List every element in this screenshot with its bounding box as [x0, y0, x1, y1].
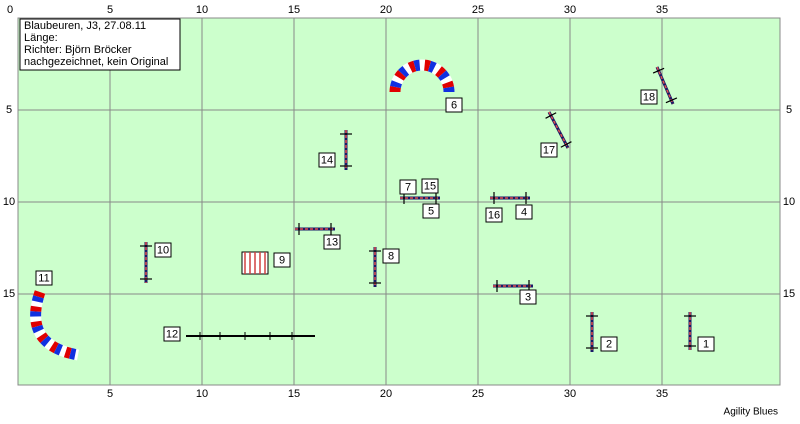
- obstacle-box: [421, 178, 439, 194]
- y-label-right: 10: [783, 196, 795, 208]
- info-line: Blaubeuren, J3, 27.08.11: [24, 20, 146, 32]
- obstacle-box: [35, 270, 53, 286]
- obstacle-number: 17: [543, 144, 555, 156]
- x-label-top: 30: [564, 4, 576, 16]
- obstacle-number: 8: [388, 250, 394, 262]
- obstacle-number: 4: [521, 206, 527, 218]
- jump-wing: [545, 112, 557, 119]
- info-box: [19, 18, 181, 71]
- x-label-bottom: 25: [472, 388, 484, 400]
- obstacle-box: [600, 336, 618, 352]
- x-label-bottom: 20: [380, 388, 392, 400]
- info-line: Länge:: [24, 32, 58, 44]
- obstacle-number: 9: [279, 254, 285, 266]
- x-label-bottom: 35: [656, 388, 668, 400]
- obstacle-box: [323, 234, 341, 250]
- jump-wing: [665, 97, 678, 104]
- jump-wing: [560, 141, 572, 148]
- obstacle-number: 1: [703, 338, 709, 350]
- obstacle-number: 16: [488, 209, 500, 221]
- info-line: Richter: Björn Bröcker: [24, 44, 132, 56]
- jump-stripe: [656, 66, 674, 105]
- x-label-top: 0: [7, 4, 13, 16]
- footer: Agility Blues: [724, 407, 778, 418]
- x-label-bottom: 30: [564, 388, 576, 400]
- obstacle-number: 15: [424, 180, 436, 192]
- obstacle-number: 3: [525, 291, 531, 303]
- x-label-bottom: 10: [196, 388, 208, 400]
- tunnel-red: [30, 290, 80, 361]
- obstacle-box: [422, 203, 440, 219]
- x-label-top: 20: [380, 4, 392, 16]
- obstacle-number: 11: [38, 272, 49, 284]
- obstacle-number: 5: [428, 205, 434, 217]
- obstacle-box: [154, 242, 172, 258]
- info-line: nachgezeichnet, kein Original: [24, 56, 168, 68]
- x-label-top: 25: [472, 4, 484, 16]
- x-label-top: 35: [656, 4, 668, 16]
- obstacle-box: [318, 152, 336, 168]
- obstacle-box: [485, 207, 503, 223]
- obstacle-box: [515, 204, 533, 220]
- jump-stripe: [548, 111, 569, 149]
- x-label-top: 10: [196, 4, 208, 16]
- obstacle-number: 14: [321, 154, 333, 166]
- x-label-bottom: 5: [107, 388, 113, 400]
- x-label-bottom: 15: [288, 388, 300, 400]
- y-label-right: 5: [786, 104, 792, 116]
- obstacle-box: [382, 248, 400, 264]
- obstacle-box: [519, 289, 537, 305]
- obstacle-box: [697, 336, 715, 352]
- y-label-left: 15: [3, 288, 15, 300]
- obstacle-number: 10: [157, 244, 169, 256]
- x-label-top: 5: [107, 4, 113, 16]
- obstacle-number: 13: [326, 236, 338, 248]
- obstacle-box: [163, 326, 181, 342]
- obstacle-number: 7: [405, 181, 411, 193]
- obstacle-box: [540, 142, 558, 158]
- jump-wing: [652, 67, 665, 74]
- tunnel: [389, 59, 455, 93]
- obstacle-number: 6: [451, 99, 457, 111]
- obstacle-number: 12: [166, 328, 178, 340]
- obstacle-number: 2: [606, 338, 612, 350]
- y-label-left: 5: [6, 104, 12, 116]
- y-label-right: 15: [783, 288, 795, 300]
- obstacle-number: 18: [643, 91, 655, 103]
- obstacle-box: [399, 179, 417, 195]
- obstacle-box: [640, 89, 658, 105]
- x-label-top: 15: [288, 4, 300, 16]
- obstacle-box: [445, 97, 463, 113]
- y-label-left: 10: [3, 196, 15, 208]
- obstacle-box: [273, 252, 291, 268]
